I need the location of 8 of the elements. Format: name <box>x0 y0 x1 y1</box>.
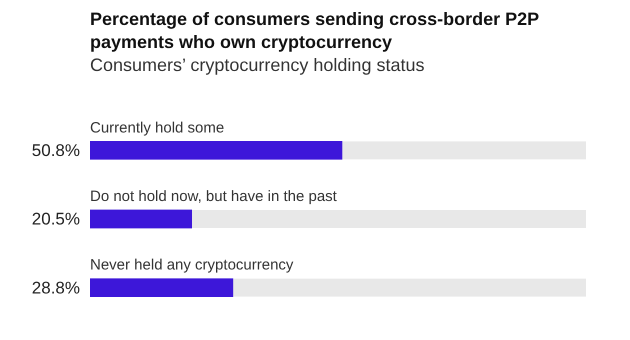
data-label: 28.8% <box>32 278 80 298</box>
y-tick-label: Currently hold some <box>90 119 224 136</box>
data-label: 20.5% <box>32 210 80 229</box>
chart-subtitle: Consumers’ cryptocurrency holding status <box>90 54 426 77</box>
data-label: 50.8% <box>32 141 80 160</box>
y-tick-label: Never held any cryptocurrency <box>90 256 294 274</box>
chart-title: Percentage of consumers sending cross-border P2P payments who own cryptocurrency <box>90 8 540 54</box>
y-tick-label: Do not hold now, but have in the past <box>90 188 338 205</box>
